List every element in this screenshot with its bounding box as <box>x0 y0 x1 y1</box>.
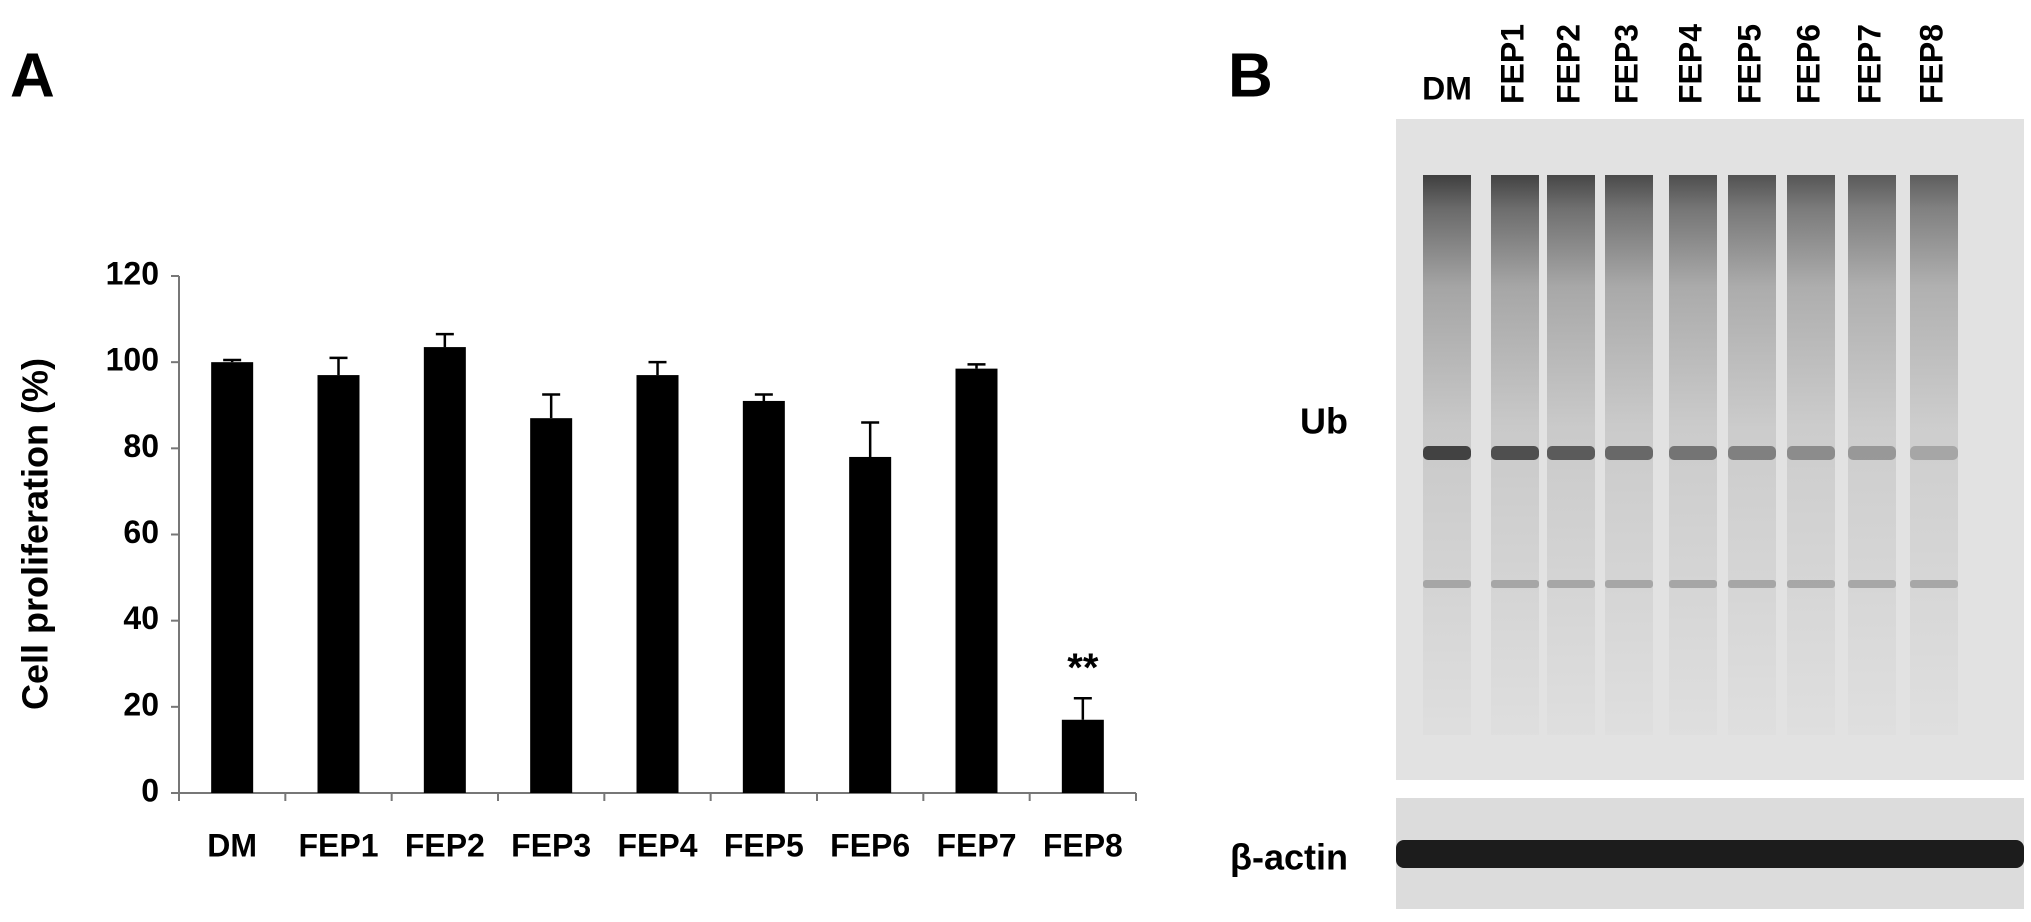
x-tick-label: FEP1 <box>298 827 378 863</box>
bar <box>955 368 998 793</box>
ub-band <box>1491 446 1539 460</box>
panel-label: B <box>1228 41 1273 110</box>
error-bar <box>1073 696 1092 720</box>
error-bar <box>542 393 561 419</box>
x-tick-label: FEP2 <box>405 827 485 863</box>
ub-lane <box>1787 175 1835 735</box>
error-bar <box>861 421 880 457</box>
ub-band <box>1910 580 1958 588</box>
ub-band <box>1728 446 1776 460</box>
panel-label: A <box>10 41 55 110</box>
y-tick-label: 40 <box>123 600 159 636</box>
y-tick-label: 60 <box>123 514 159 550</box>
y-tick-label: 0 <box>141 772 159 808</box>
x-tick-label: FEP6 <box>830 827 910 863</box>
x-tick-label: FEP8 <box>1043 827 1123 863</box>
actin-band <box>1396 840 2024 868</box>
ub-band <box>1787 580 1835 588</box>
bar <box>849 456 892 793</box>
ub-band <box>1787 446 1835 460</box>
ub-lane <box>1848 175 1896 735</box>
bar <box>211 362 254 793</box>
x-tick-label: FEP7 <box>936 827 1016 863</box>
lane-label: FEP3 <box>1608 24 1644 104</box>
ub-band <box>1547 580 1595 588</box>
bar <box>530 418 573 793</box>
y-axis-label: Cell proliferation (%) <box>15 358 56 710</box>
lane-label: FEP5 <box>1731 24 1767 104</box>
x-tick-label: FEP3 <box>511 827 591 863</box>
bar <box>1061 719 1104 793</box>
lane-label: FEP7 <box>1851 24 1887 104</box>
lane-label: FEP2 <box>1550 24 1586 104</box>
ub-band <box>1910 446 1958 460</box>
error-bar <box>967 363 986 369</box>
blot-row-label: β-actin <box>1230 837 1348 878</box>
blot-lanes: DM FEP1 FEP2 FEP3 FEP4 FEP5 FEP6 FEP7 FEP8 <box>1422 24 1958 735</box>
ub-band <box>1848 580 1896 588</box>
bar-chart: 0 20 40 60 80 100 120 DM FEP1 FEP2 FEP3 FEP4 FEP5 FEP… <box>106 255 1137 863</box>
error-bar <box>648 360 667 376</box>
ub-band <box>1605 446 1653 460</box>
ub-band <box>1669 446 1717 460</box>
ub-band <box>1848 446 1896 460</box>
y-tick-label: 120 <box>106 255 159 291</box>
ub-band <box>1491 580 1539 588</box>
error-bar <box>754 393 773 401</box>
bar <box>742 400 785 793</box>
ub-lane <box>1910 175 1958 735</box>
lane-label: FEP4 <box>1672 24 1708 104</box>
ub-band <box>1669 580 1717 588</box>
bar <box>423 347 466 793</box>
x-tick-label: DM <box>207 827 257 863</box>
x-tick-label: FEP5 <box>724 827 804 863</box>
ub-band <box>1605 580 1653 588</box>
annotation: ** <box>1067 646 1099 690</box>
lane-label: FEP6 <box>1790 24 1826 104</box>
ub-band <box>1728 580 1776 588</box>
lane-label: FEP8 <box>1913 24 1949 104</box>
bar <box>636 375 679 793</box>
x-tick-label: FEP4 <box>617 827 697 863</box>
lane-label: FEP1 <box>1494 24 1530 104</box>
error-bar <box>329 356 348 376</box>
y-tick-label: 20 <box>123 686 159 722</box>
error-bar <box>223 358 242 363</box>
blot-row-label: Ub <box>1300 401 1348 442</box>
ub-band <box>1547 446 1595 460</box>
y-tick-label: 80 <box>123 428 159 464</box>
error-bar <box>435 332 454 348</box>
y-tick-label: 100 <box>106 342 159 378</box>
lane-label: DM <box>1422 70 1472 106</box>
bar <box>317 375 360 793</box>
ub-band <box>1423 580 1471 588</box>
ub-band <box>1423 446 1471 460</box>
